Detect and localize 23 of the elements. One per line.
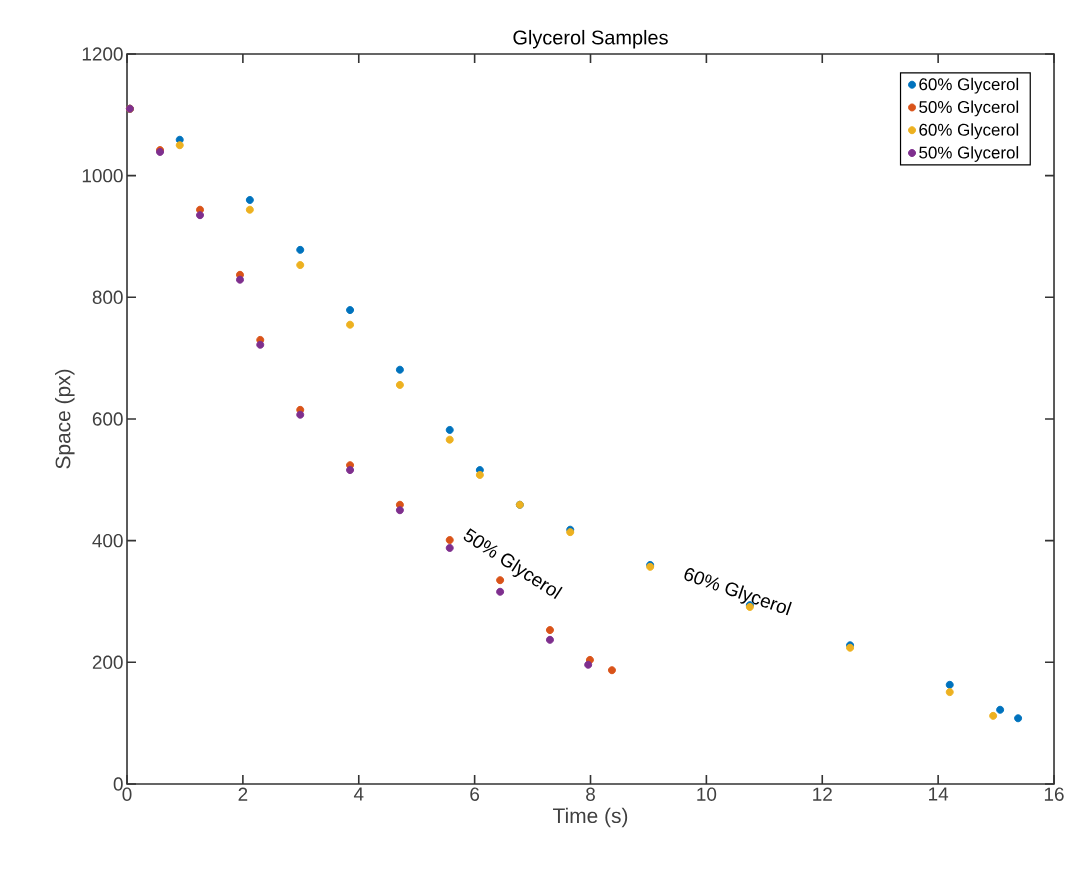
y-tick-label: 0: [113, 777, 123, 791]
x-tick-label: 6: [470, 787, 480, 801]
x-tick-label: 16: [1044, 787, 1064, 801]
x-tick-label: 12: [813, 787, 832, 801]
y-tick-label: 400: [92, 533, 123, 548]
x-tick-label: 14: [929, 787, 949, 801]
x-tick-label: 8: [586, 787, 595, 801]
y-tick-label: 600: [92, 412, 123, 426]
y-tick-label: 200: [92, 655, 123, 670]
y-tick-label: 1200: [82, 47, 123, 61]
y-tick-label: 1000: [82, 168, 123, 183]
x-axis-title: Time (s): [553, 807, 628, 828]
legend-label: 60% Glycerol: [919, 77, 1019, 94]
legend-label: 60% Glycerol: [919, 123, 1019, 140]
y-tick-label: 800: [92, 290, 123, 305]
x-tick-label: 2: [238, 787, 248, 801]
chart-title: Glycerol Samples: [513, 29, 668, 49]
y-axis-title: Space (px): [55, 369, 75, 469]
x-tick-label: 10: [697, 787, 717, 801]
legend-label: 50% Glycerol: [919, 146, 1019, 162]
legend-label: 50% Glycerol: [919, 100, 1019, 117]
x-tick-label: 0: [122, 787, 132, 801]
x-tick-label: 4: [353, 787, 364, 801]
